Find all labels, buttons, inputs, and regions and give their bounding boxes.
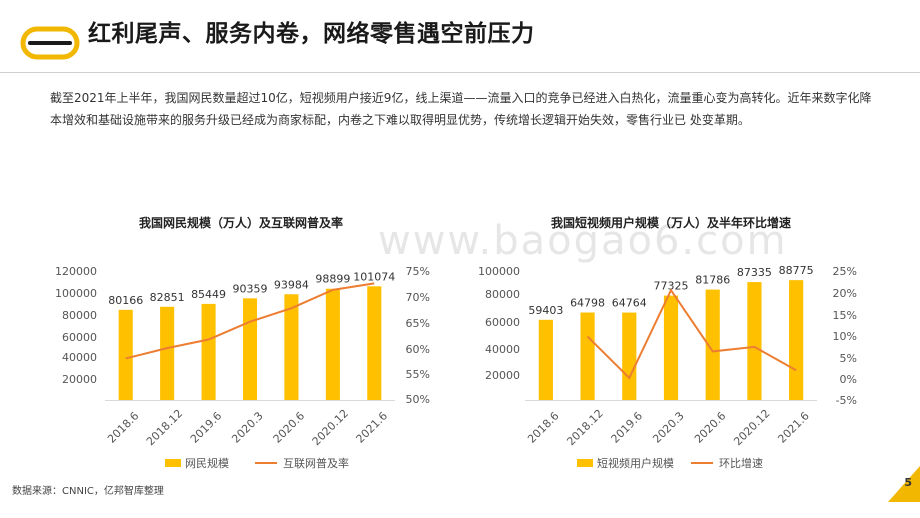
legend-swatch-bar (165, 459, 181, 467)
x-tick-label: 2020.6 (692, 409, 728, 445)
page-corner-shape (888, 466, 920, 502)
y2-tick-label: 15% (833, 309, 857, 322)
y-tick-label: 40000 (62, 351, 97, 364)
x-tick-label: 2018.6 (105, 409, 141, 445)
legend-label: 网民规模 (185, 456, 229, 470)
x-tick-label: 2020.6 (271, 409, 307, 445)
x-tick-label: 2021.6 (354, 409, 390, 445)
bar-data-label: 80166 (108, 294, 143, 307)
bar-data-label: 85449 (191, 288, 226, 301)
x-tick-label: 2018.12 (144, 407, 185, 448)
internet-users-chart-svg: 我国网民规模（万人）及互联网普及率 120000 100000 80000 60000 4… (55, 215, 430, 470)
y2-tick-label: 50% (406, 393, 430, 406)
y-tick-label: 60000 (62, 331, 97, 344)
series-line (586, 288, 797, 380)
bar-data-label: 98899 (315, 273, 350, 286)
y2-tick-label: -5% (836, 394, 857, 407)
bar (284, 294, 299, 400)
short-video-users-chart: 我国短视频用户规模（万人）及半年环比增速 100000 80000 60000 4000… (465, 205, 875, 480)
chart-title: 我国网民规模（万人）及互联网普及率 (139, 215, 343, 230)
y-tick-label: 20000 (485, 369, 520, 382)
bar (663, 295, 679, 400)
y2-tick-label: 10% (833, 330, 857, 343)
bar (538, 319, 553, 400)
y2-tick-label: 60% (406, 343, 430, 356)
bar (622, 312, 637, 400)
bar-data-label: 64764 (612, 297, 647, 310)
x-tick-label: 2020.3 (229, 409, 265, 445)
short-video-users-chart-svg: 我国短视频用户规模（万人）及半年环比增速 100000 80000 60000 4000… (478, 215, 857, 470)
bar-data-label: 93984 (274, 278, 309, 291)
bar-data-label: 77325 (654, 280, 689, 293)
y2-tick-label: 25% (833, 265, 857, 278)
y2-tick-label: 20% (833, 287, 857, 300)
bar (580, 312, 595, 400)
slide-title: 红利尾声、服务内卷，网络零售遇空前压力 (88, 21, 535, 47)
bar-data-label: 81786 (695, 274, 730, 287)
x-tick-label: 2020.12 (731, 407, 772, 448)
x-tick-label: 2018.12 (564, 407, 605, 448)
legend-label: 短视频用户规模 (597, 456, 674, 470)
bar (160, 306, 175, 400)
bar (118, 309, 133, 400)
page-number: 5 (904, 476, 912, 489)
x-tick-label: 2018.6 (525, 409, 561, 445)
x-tick-label: 2019.6 (609, 409, 645, 445)
y2-tick-label: 55% (406, 368, 430, 381)
series-line (125, 282, 375, 360)
y-tick-label: 20000 (62, 373, 97, 386)
y-tick-label: 40000 (485, 343, 520, 356)
bar-data-label: 88775 (779, 264, 814, 277)
bar (242, 298, 258, 400)
legend-swatch-bar (577, 459, 593, 467)
x-tick-label: 2020.12 (310, 407, 351, 448)
y-tick-label: 100000 (478, 265, 520, 278)
bar (705, 289, 720, 400)
bar (367, 286, 382, 400)
bar-data-label: 87335 (737, 266, 772, 279)
y2-tick-label: 70% (406, 291, 430, 304)
data-source-note: 数据来源：CNNIC，亿邦智库整理 (12, 486, 164, 497)
bar-data-label: 90359 (233, 282, 268, 295)
y-tick-label: 120000 (55, 265, 97, 278)
bar (789, 280, 804, 400)
page-number-badge: 5 (888, 466, 920, 502)
x-tick-label: 2020.3 (650, 409, 686, 445)
bar-data-label: 101074 (353, 270, 395, 283)
y-tick-label: 60000 (485, 316, 520, 329)
brand-logo (20, 26, 80, 60)
title-divider (0, 72, 920, 73)
y-tick-label: 80000 (62, 309, 97, 322)
watermark: www.baogao6.com (378, 218, 788, 264)
chart-title: 我国短视频用户规模（万人）及半年环比增速 (551, 215, 791, 230)
bar (747, 282, 762, 400)
y-tick-label: 100000 (55, 287, 97, 300)
x-tick-label: 2021.6 (775, 409, 811, 445)
y2-tick-label: 0% (840, 373, 857, 386)
bar (201, 303, 216, 400)
internet-users-chart: 我国网民规模（万人）及互联网普及率 120000 100000 80000 60000 4… (55, 205, 435, 480)
bar (325, 288, 340, 400)
y2-tick-label: 65% (406, 317, 430, 330)
bar-data-label: 82851 (150, 291, 185, 304)
bar-data-label: 59403 (528, 304, 563, 317)
y2-tick-label: 75% (406, 265, 430, 278)
body-paragraph: 截至2021年上半年，我国网民数量超过10亿，短视频用户接近9亿，线上渠道——流… (50, 91, 872, 127)
bar-data-label: 64798 (570, 297, 605, 310)
legend-label: 互联网普及率 (283, 456, 349, 470)
y-tick-label: 80000 (485, 288, 520, 301)
x-tick-label: 2019.6 (188, 409, 224, 445)
legend-label: 环比增速 (719, 456, 763, 470)
y2-tick-label: 5% (840, 352, 857, 365)
